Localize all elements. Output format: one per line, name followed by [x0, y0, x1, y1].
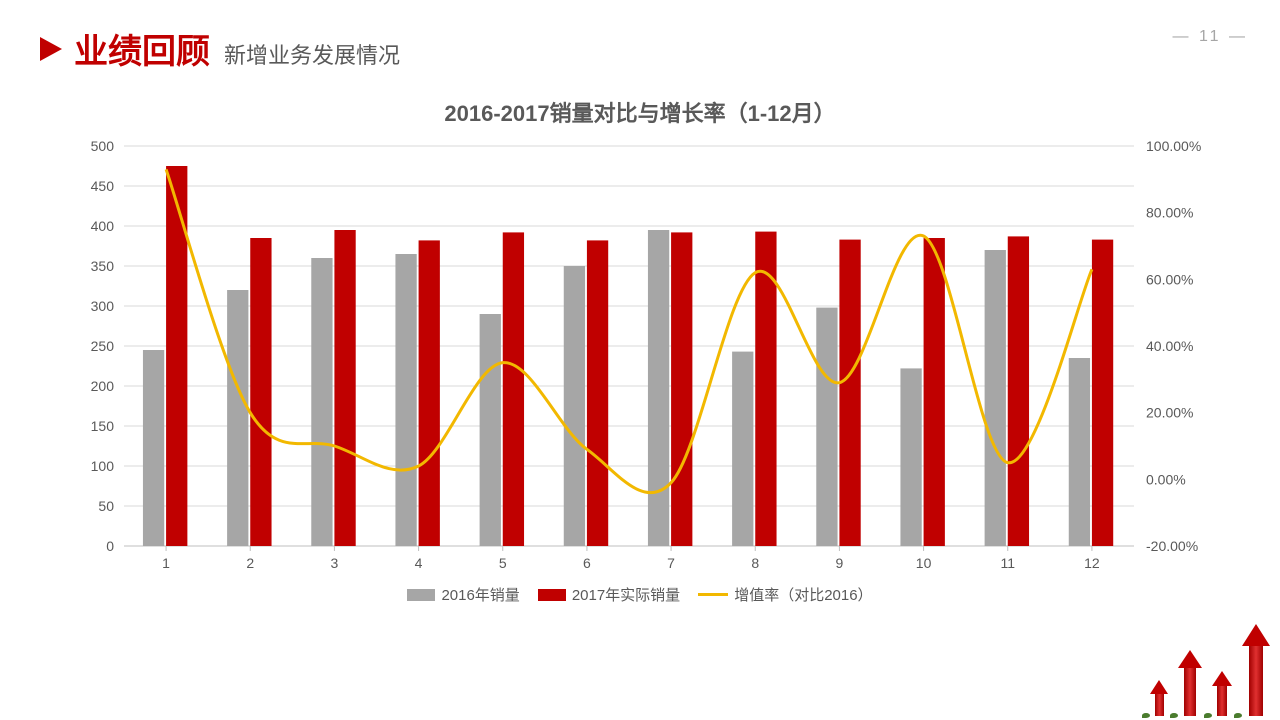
bar	[503, 232, 524, 546]
growth-line	[166, 169, 1092, 492]
legend-label: 2016年销量	[441, 584, 519, 605]
bar	[587, 240, 608, 546]
svg-text:0.00%: 0.00%	[1146, 471, 1186, 487]
bar	[732, 352, 753, 546]
bar	[334, 230, 355, 546]
bar	[816, 308, 837, 546]
bar	[671, 232, 692, 546]
svg-text:80.00%: 80.00%	[1146, 205, 1193, 221]
bar	[227, 290, 248, 546]
legend-swatch	[698, 593, 728, 596]
bar	[900, 368, 921, 546]
svg-text:150: 150	[91, 418, 115, 434]
svg-text:350: 350	[91, 258, 115, 274]
bar	[419, 240, 440, 546]
bar	[839, 240, 860, 546]
legend-label: 2017年实际销量	[572, 584, 680, 605]
bar	[1092, 240, 1113, 546]
chart-title: 2016-2017销量对比与增长率（1-12月）	[60, 96, 1220, 128]
svg-text:300: 300	[91, 298, 115, 314]
decorative-arrows-icon	[1150, 624, 1270, 716]
legend-item: 2017年实际销量	[538, 584, 680, 605]
bar	[143, 350, 164, 546]
svg-text:500: 500	[91, 140, 115, 154]
svg-text:100.00%: 100.00%	[1146, 140, 1201, 154]
bar	[1069, 358, 1090, 546]
title-main: 业绩回顾	[74, 24, 210, 73]
svg-text:9: 9	[836, 555, 844, 571]
svg-text:7: 7	[667, 555, 675, 571]
bar	[311, 258, 332, 546]
chart-container: 2016-2017销量对比与增长率（1-12月） 050100150200250…	[60, 96, 1220, 656]
svg-text:100: 100	[91, 458, 115, 474]
title-sub: 新增业务发展情况	[224, 38, 400, 70]
legend-item: 增值率（对比2016）	[698, 584, 872, 605]
bar	[250, 238, 271, 546]
svg-text:250: 250	[91, 338, 115, 354]
svg-text:200: 200	[91, 378, 115, 394]
bar	[985, 250, 1006, 546]
legend-swatch	[407, 589, 435, 601]
svg-text:8: 8	[751, 555, 759, 571]
legend-label: 增值率（对比2016）	[734, 584, 872, 605]
svg-text:3: 3	[331, 555, 339, 571]
bar	[1008, 236, 1029, 546]
bar	[924, 238, 945, 546]
svg-text:6: 6	[583, 555, 591, 571]
legend-item: 2016年销量	[407, 584, 519, 605]
svg-text:50: 50	[98, 498, 114, 514]
bar	[480, 314, 501, 546]
bar	[395, 254, 416, 546]
svg-text:2: 2	[246, 555, 254, 571]
chart-legend: 2016年销量 2017年实际销量 增值率（对比2016）	[60, 584, 1220, 605]
svg-text:1: 1	[162, 555, 170, 571]
bar	[564, 266, 585, 546]
svg-text:0: 0	[106, 538, 114, 554]
header-arrow-icon	[40, 37, 62, 61]
svg-text:60.00%: 60.00%	[1146, 271, 1193, 287]
svg-text:5: 5	[499, 555, 507, 571]
svg-text:400: 400	[91, 218, 115, 234]
svg-text:450: 450	[91, 178, 115, 194]
chart-svg: 0 50 100 150 200 250 300 350 400 450 500 -20.00% 0.0…	[60, 140, 1220, 580]
chart-plot: 0 50 100 150 200 250 300 350 400 450 500 -20.00% 0.0…	[60, 140, 1220, 580]
svg-text:-20.00%: -20.00%	[1146, 538, 1198, 554]
svg-text:12: 12	[1084, 555, 1100, 571]
svg-text:20.00%: 20.00%	[1146, 405, 1193, 421]
page-number: — 11 —	[1173, 28, 1249, 46]
svg-text:11: 11	[1000, 555, 1015, 571]
bar	[648, 230, 669, 546]
legend-swatch	[538, 589, 566, 601]
svg-text:10: 10	[916, 555, 932, 571]
svg-text:40.00%: 40.00%	[1146, 338, 1193, 354]
svg-text:4: 4	[415, 555, 423, 571]
